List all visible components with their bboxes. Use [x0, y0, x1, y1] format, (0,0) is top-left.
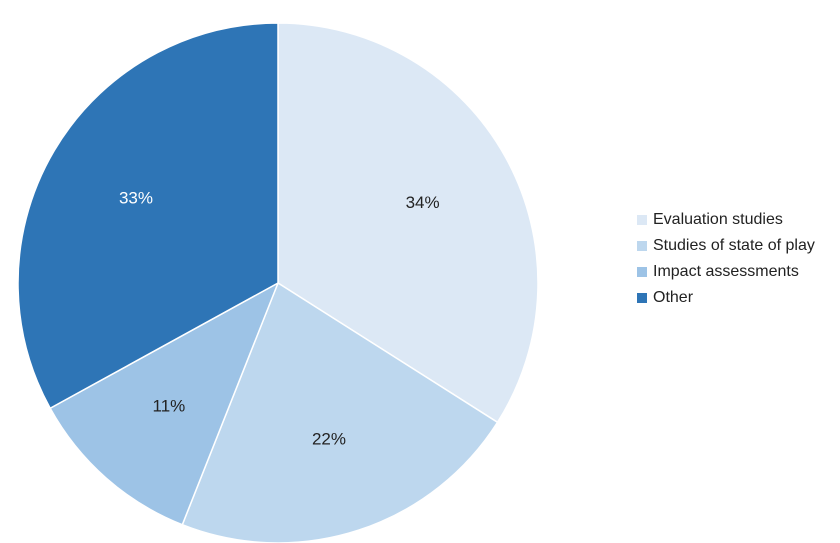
legend-label: Other — [653, 289, 694, 306]
legend-item-studies-of-state-of-play: Studies of state of play — [637, 233, 815, 259]
pie-slices — [17, 22, 539, 543]
legend-swatch — [637, 215, 647, 225]
legend-item-evaluation-studies: Evaluation studies — [637, 207, 815, 233]
pie-slice-studies-of-state-of-play — [181, 281, 499, 543]
legend: Evaluation studies Studies of state of p… — [637, 207, 815, 311]
legend-item-other: Other — [637, 285, 815, 311]
pie-slice-other — [17, 22, 279, 410]
legend-item-impact-assessments: Impact assessments — [637, 259, 815, 285]
data-label-evaluation-studies: 34% — [406, 193, 440, 212]
legend-swatch — [637, 241, 647, 251]
data-label-studies-of-state-of-play: 22% — [312, 429, 346, 448]
pie-slice-impact-assessments — [49, 281, 280, 526]
legend-swatch — [637, 267, 647, 277]
legend-swatch — [637, 293, 647, 303]
pie-slice-evaluation-studies — [277, 22, 539, 424]
legend-label: Impact assessments — [653, 263, 799, 280]
pie-labels: 34% 22% 11% 33% — [119, 188, 440, 448]
legend-label: Studies of state of play — [653, 237, 815, 254]
data-label-other: 33% — [119, 188, 153, 207]
legend-label: Evaluation studies — [653, 211, 783, 228]
data-label-impact-assessments: 11% — [153, 396, 186, 415]
